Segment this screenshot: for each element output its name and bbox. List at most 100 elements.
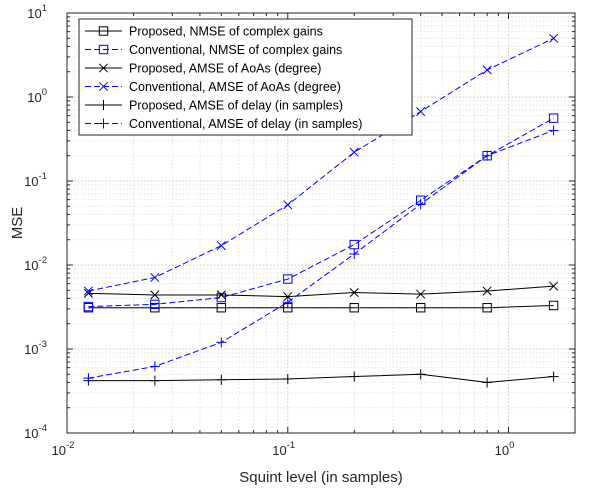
data-point bbox=[548, 300, 559, 311]
x-tick-label-exponent: -2 bbox=[66, 440, 74, 451]
y-axis-label: MSE bbox=[9, 207, 26, 240]
legend-entry-5: Proposed, AMSE of delay (in samples) bbox=[85, 99, 343, 113]
legend-marker bbox=[98, 63, 109, 73]
plot-frame bbox=[66, 12, 576, 434]
series-4 bbox=[83, 33, 559, 296]
data-point bbox=[349, 249, 360, 260]
y-tick-label-exponent: -2 bbox=[39, 255, 47, 266]
x-tick-label-base: 10 bbox=[272, 443, 286, 458]
legend-box bbox=[78, 18, 413, 136]
y-tick-label-base: 10 bbox=[24, 174, 38, 189]
data-point bbox=[415, 199, 426, 210]
series-line bbox=[88, 285, 554, 298]
legend-label: Conventional, NMSE of complex gains bbox=[129, 43, 342, 57]
data-point bbox=[548, 125, 559, 136]
data-point bbox=[548, 113, 559, 123]
data-point bbox=[482, 65, 492, 75]
y-tick-label: 101 bbox=[27, 3, 47, 21]
data-point bbox=[349, 239, 359, 250]
data-point bbox=[150, 272, 160, 283]
series-layer bbox=[83, 33, 559, 388]
legend: Proposed, NMSE of complex gains Conventio… bbox=[78, 18, 413, 136]
legend-entry-2: Conventional, NMSE of complex gains bbox=[85, 43, 342, 57]
data-point bbox=[282, 297, 293, 308]
data-point bbox=[83, 301, 94, 312]
data-point bbox=[549, 281, 559, 291]
data-point bbox=[416, 289, 426, 299]
data-point bbox=[150, 290, 160, 300]
series-line bbox=[88, 373, 554, 383]
x-tick-label-base: 10 bbox=[52, 443, 66, 458]
legend-marker bbox=[98, 26, 109, 36]
data-point bbox=[416, 107, 426, 117]
data-point bbox=[349, 303, 359, 313]
data-point bbox=[548, 371, 559, 382]
data-point bbox=[415, 303, 426, 313]
legend-label: Conventional, AMSE of delay (in samples) bbox=[129, 117, 362, 131]
series-line bbox=[88, 129, 554, 379]
y-tick-label-base: 10 bbox=[27, 6, 41, 21]
series-1 bbox=[83, 300, 559, 313]
data-point bbox=[482, 303, 492, 313]
x-tick-label-base: 10 bbox=[495, 443, 509, 458]
data-point bbox=[216, 241, 226, 251]
data-point bbox=[283, 292, 293, 302]
y-tick-label: 100 bbox=[27, 87, 47, 105]
data-point-stroke bbox=[482, 65, 492, 75]
data-point bbox=[83, 373, 94, 384]
data-point bbox=[150, 299, 160, 310]
y-tick-label: 10-4 bbox=[24, 423, 47, 441]
data-point bbox=[482, 286, 492, 296]
y-tick-label-exponent: 0 bbox=[42, 87, 47, 98]
data-point bbox=[216, 303, 227, 313]
legend-marker bbox=[98, 44, 109, 55]
x-axis-label: Squint level (in samples) bbox=[239, 469, 402, 486]
legend-marker-stroke bbox=[98, 81, 109, 92]
legend-entry-3: Proposed, AMSE of AoAs (degree) bbox=[85, 62, 321, 76]
data-point bbox=[283, 274, 293, 284]
data-point-stroke bbox=[416, 107, 426, 117]
data-point bbox=[549, 33, 559, 43]
y-tick-label-base: 10 bbox=[24, 342, 38, 357]
legend-label: Conventional, AMSE of AoAs (degree) bbox=[129, 80, 341, 94]
data-point-stroke bbox=[349, 147, 359, 157]
legend-marker bbox=[98, 118, 109, 129]
y-tick-label-exponent: -3 bbox=[39, 339, 47, 350]
data-point-stroke bbox=[216, 241, 226, 251]
x-tick-label: 10-1 bbox=[272, 440, 295, 458]
series-line bbox=[88, 304, 554, 309]
series-3 bbox=[83, 281, 559, 302]
legend-entry-4: Conventional, AMSE of AoAs (degree) bbox=[85, 80, 341, 94]
data-point-stroke bbox=[83, 286, 93, 296]
series-5 bbox=[83, 369, 559, 388]
y-tick-label-base: 10 bbox=[24, 426, 38, 441]
series-line bbox=[88, 117, 554, 308]
data-point bbox=[349, 147, 359, 157]
data-point-stroke bbox=[150, 272, 160, 283]
series-line bbox=[88, 37, 554, 292]
data-point bbox=[482, 377, 493, 388]
y-tick-label: 10-3 bbox=[24, 339, 47, 357]
data-point bbox=[149, 361, 160, 372]
legend-label: Proposed, NMSE of complex gains bbox=[129, 25, 323, 39]
y-tick-label-exponent: -1 bbox=[39, 171, 47, 182]
data-point bbox=[349, 287, 359, 298]
data-point-stroke bbox=[349, 287, 359, 298]
data-point-stroke bbox=[416, 289, 426, 299]
data-point-stroke bbox=[150, 290, 160, 300]
legend-entry-1: Proposed, NMSE of complex gains bbox=[85, 25, 323, 39]
data-point bbox=[349, 371, 360, 382]
data-point bbox=[83, 286, 93, 296]
legend-label: Proposed, AMSE of AoAs (degree) bbox=[129, 62, 321, 76]
legend-entry-6: Conventional, AMSE of delay (in samples) bbox=[85, 117, 362, 131]
legend-marker-stroke bbox=[98, 63, 109, 73]
y-tick-label-base: 10 bbox=[27, 90, 41, 105]
y-tick-label-base: 10 bbox=[24, 258, 38, 273]
data-point-stroke bbox=[482, 286, 492, 296]
data-point bbox=[216, 292, 227, 303]
y-tick-label-exponent: 1 bbox=[42, 3, 47, 14]
legend-marker bbox=[98, 100, 109, 110]
data-point bbox=[482, 150, 493, 161]
